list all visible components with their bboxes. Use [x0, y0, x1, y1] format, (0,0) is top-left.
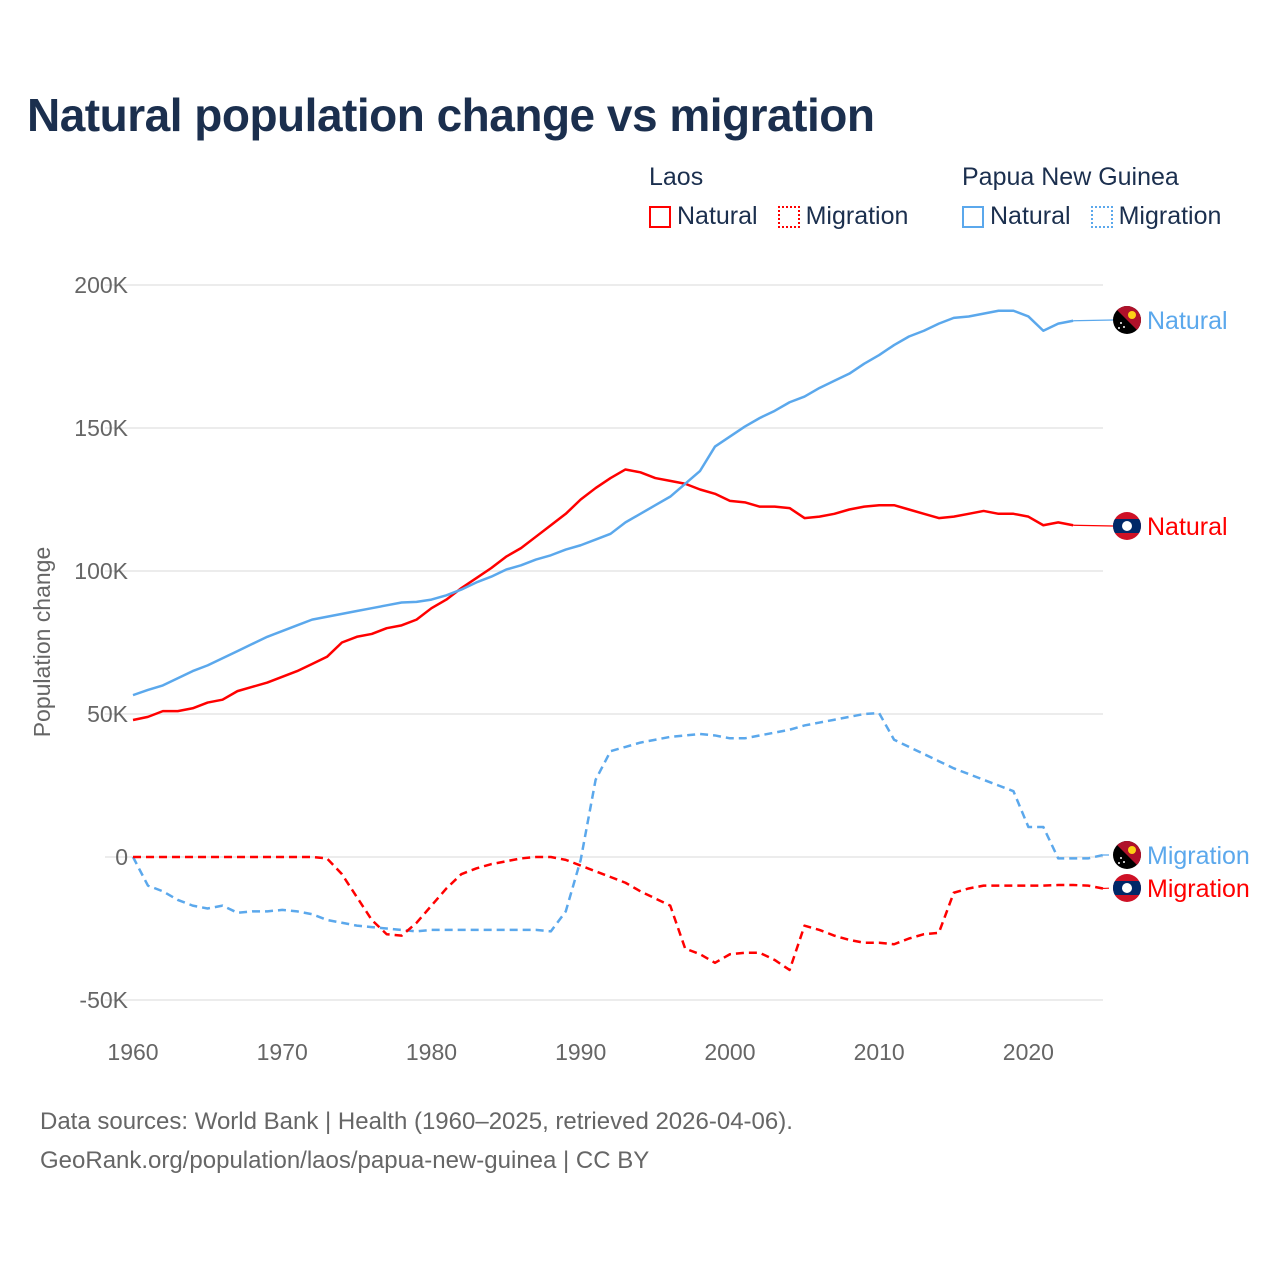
- chart-title: Natural population change vs migration: [27, 89, 875, 141]
- series-line-laos-migration: [133, 855, 1104, 972]
- legend-item-laos-natural[interactable]: Natural: [649, 202, 758, 231]
- y-tick-label: -50K: [79, 987, 128, 1013]
- legend-item-laos-migration[interactable]: Migration: [777, 202, 909, 231]
- x-tick-label: 2010: [854, 1039, 905, 1065]
- y-tick-label: 200K: [74, 272, 128, 298]
- legend-group-laos: Laos Natural Migration: [649, 163, 928, 231]
- y-tick-label: 50K: [87, 701, 129, 727]
- x-tick-label: 1970: [257, 1039, 308, 1065]
- footer-sources: Data sources: World Bank | Health (1960–…: [40, 1108, 793, 1135]
- legend-group-png: Papua New Guinea Natural Migration: [962, 163, 1221, 231]
- x-tick-label: 1980: [406, 1039, 457, 1065]
- legend-label: Migration: [1118, 202, 1222, 230]
- y-tick-label: 0: [115, 844, 128, 870]
- x-tick-label: 1990: [555, 1039, 606, 1065]
- y-axis-title: Population change: [29, 547, 55, 738]
- end-label-papua-new-guinea-natural: Natural: [1147, 307, 1228, 335]
- png-flag-icon: [1113, 841, 1141, 869]
- series-line-papua-new-guinea-natural: [132, 309, 1074, 697]
- legend-swatch: [777, 205, 800, 228]
- series-line-laos-natural: [132, 468, 1074, 722]
- footer-url[interactable]: GeoRank.org/population/laos/papua-new-gu…: [40, 1147, 650, 1174]
- legend-label: Natural: [677, 202, 758, 230]
- laos-flag-icon: [1113, 512, 1141, 540]
- legend-group-title: Laos: [649, 163, 704, 191]
- label-connector: [1073, 319, 1114, 322]
- legend-swatch: [649, 205, 671, 228]
- y-tick-label: 150K: [74, 415, 128, 441]
- x-tick-label: 2000: [704, 1039, 755, 1065]
- legend-swatch: [962, 205, 984, 228]
- end-label-laos-natural: Natural: [1147, 513, 1228, 541]
- legend-group-title: Papua New Guinea: [962, 163, 1179, 191]
- legend-item-png-natural[interactable]: Natural: [962, 202, 1071, 231]
- end-label-laos-migration: Migration: [1147, 875, 1250, 903]
- x-tick-label: 1960: [107, 1039, 158, 1065]
- y-tick-label: 100K: [74, 558, 128, 584]
- end-label-papua-new-guinea-migration: Migration: [1147, 842, 1250, 870]
- png-flag-icon: [1113, 306, 1141, 334]
- label-connector: [1073, 524, 1114, 527]
- series-line-papua-new-guinea-migration: [131, 711, 1104, 933]
- legend-label: Natural: [990, 202, 1071, 230]
- laos-flag-icon: [1113, 874, 1141, 902]
- legend-label: Migration: [805, 202, 909, 230]
- legend-item-png-migration[interactable]: Migration: [1090, 202, 1222, 231]
- x-tick-label: 2020: [1003, 1039, 1054, 1065]
- legend-swatch: [1090, 205, 1113, 228]
